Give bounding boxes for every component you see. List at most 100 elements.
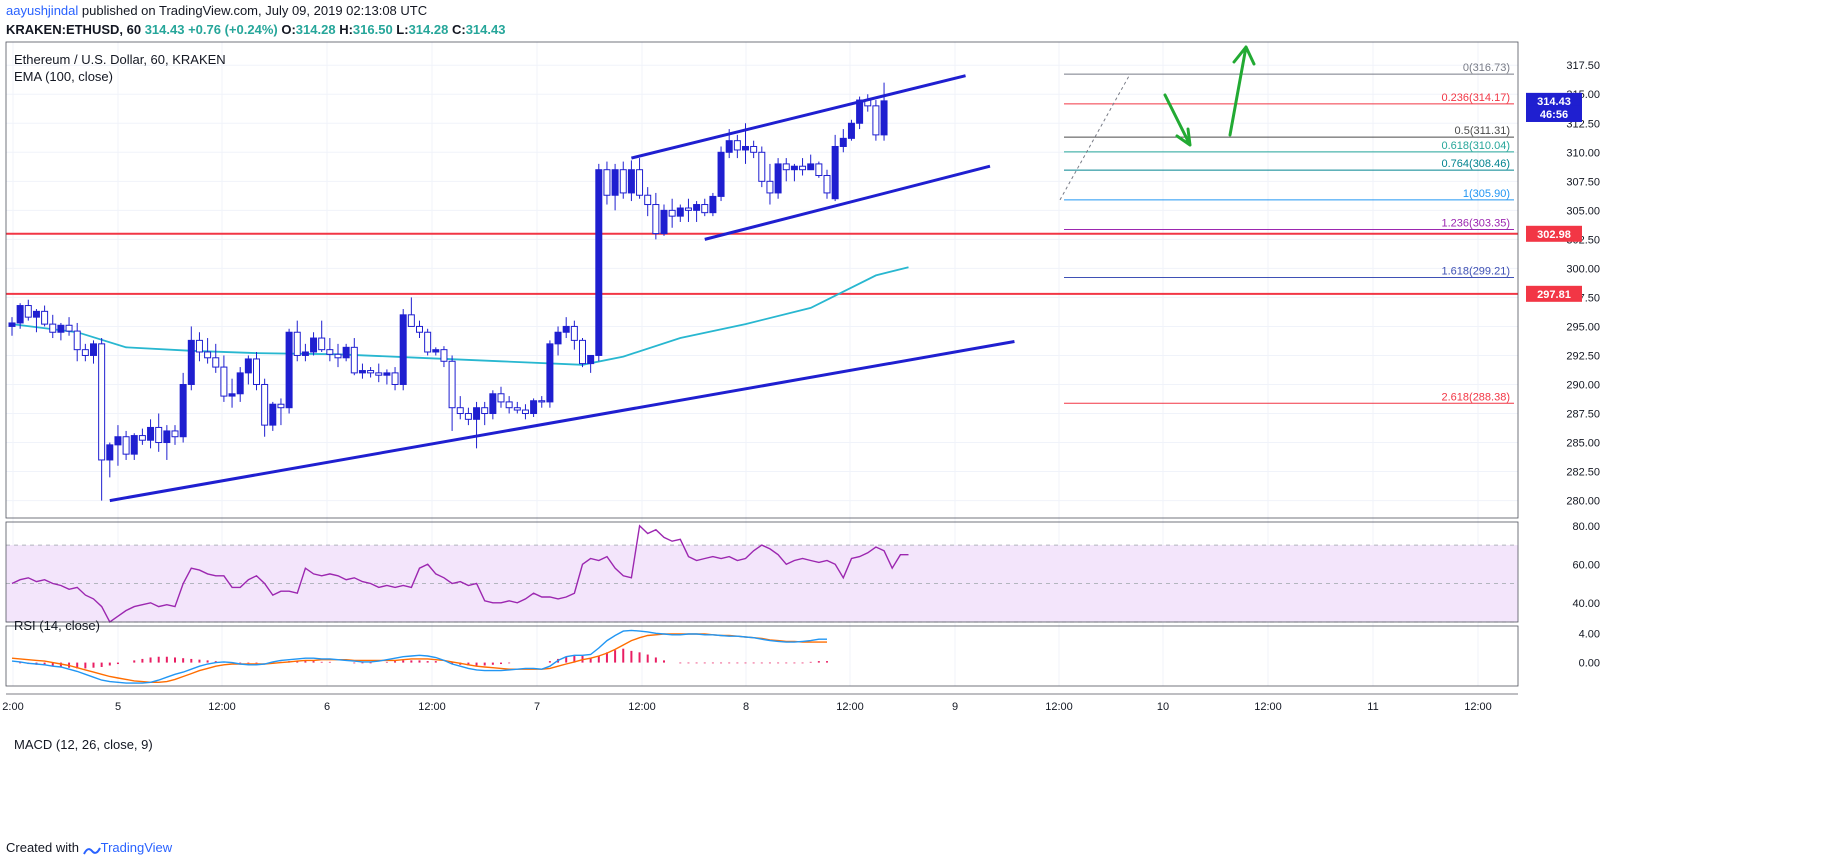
candle-body [130,435,138,455]
candle-body [350,346,358,374]
candle-body [880,100,888,136]
time-tick-label: 12:00 [1254,701,1282,713]
candle-body [799,165,807,171]
time-tick-label: 12:00 [628,701,656,713]
candle-body [212,357,220,368]
candle-body [432,349,440,353]
price-tick-label: 295.00 [1566,321,1600,333]
candle-body [301,351,309,356]
candle-body [122,436,130,455]
candle-body [847,122,855,139]
macd-line [11,629,827,684]
candle-body [839,137,847,147]
price-badge [1526,285,1582,302]
trading-chart[interactable]: 0(316.73) 0.236(314.17) 0.5(311.31) 0.618(3… [0,40,1828,830]
candle-body [269,403,277,426]
price-badge [1526,105,1582,122]
candle-body [611,169,619,196]
candle-body [513,407,521,411]
arrow-up-icon [1228,45,1256,137]
price-tick-label: 282.50 [1566,467,1600,479]
candle-body [41,310,49,325]
price-badge-label: 314.43 [1537,96,1571,108]
trendlines[interactable] [109,74,1015,503]
time-tick-label: 5 [115,701,121,713]
candle-body [562,325,570,333]
candle-body [660,209,668,235]
candle-body [782,163,790,171]
candle-body [98,343,106,461]
time-axis[interactable]: 2:00 5 12:00 6 12:00 7 12:00 8 12:00 9 12:00 10 12:0… [2,701,1491,713]
fib-level-label: 0.618(310.04) [1442,140,1511,152]
candle-body [147,426,155,441]
levels [6,232,1518,295]
candle-body [81,349,89,356]
candle-body [342,346,350,359]
arrow-down-icon [1163,93,1192,147]
last-price: 314.43 [144,22,185,37]
candle-body [195,339,203,353]
candle-body [399,314,407,385]
candle-body [570,325,578,341]
tradingview-logo-icon [82,844,101,855]
candle-body [163,430,171,444]
high-value: 316.50 [352,22,393,37]
candle-body [497,393,505,403]
price-badge [1526,225,1582,242]
candle-body [644,194,652,206]
candle-body [424,331,432,353]
candle-body [815,163,823,177]
candle-body [155,426,163,444]
candle-body [383,372,391,376]
candle-body [587,354,595,365]
rsi-tick-label: 80.00 [1572,521,1600,533]
pane-border [5,41,1519,519]
candle-body [293,331,301,356]
candle-body [416,325,423,333]
time-tick-label: 11 [1367,701,1378,713]
candle-body [668,209,676,217]
candle-body [505,401,513,409]
rsi-legend: RSI (14, close) [14,618,100,633]
price-change: +0.76 (+0.24%) [188,22,278,37]
time-tick-label: 12:00 [1045,701,1073,713]
fib-level-label: 2.618(288.38) [1442,391,1511,403]
tradingview-link[interactable]: TradingView [100,840,173,855]
candle-body [220,366,228,397]
time-tick-label: 12:00 [418,701,446,713]
candle-body [448,360,456,409]
low-value: 314.28 [408,22,449,37]
price-tick-label: 300.00 [1566,263,1600,275]
candle-body [326,349,334,355]
trendline [109,340,1015,503]
open-label: O: [281,22,296,37]
created-with: Created with [6,840,79,855]
candle-body [236,372,244,395]
candle-body [473,407,481,420]
price-tick-label: 280.00 [1566,496,1600,508]
fibonacci-retracement[interactable]: 0(316.73) 0.236(314.17) 0.5(311.31) 0.618(3… [1059,62,1514,404]
time-tick-label: 12:00 [836,701,864,713]
arrows[interactable] [1163,45,1256,147]
close-value: 314.43 [465,22,506,37]
candle-body [774,163,782,194]
ema-legend: EMA (100, close) [14,69,113,84]
candle-body [244,358,252,374]
candle-body [538,400,546,403]
time-tick-label: 7 [534,701,540,713]
author-link[interactable]: aayushjindal [6,3,79,18]
price-axis[interactable]: 317.50315.00312.50310.00307.50305.00302.… [1526,60,1600,670]
time-tick-label: 2:00 [2,701,23,713]
chart-background [0,40,1828,830]
candle-body [619,169,627,194]
candle-body [310,337,318,353]
publish-info: aayushjindal published on TradingView.co… [6,3,427,18]
time-tick-label: 10 [1157,701,1169,713]
time-tick-label: 12:00 [1464,701,1492,713]
price-tick-label: 292.50 [1566,350,1600,362]
candle-body [187,339,195,385]
candle-body [228,393,236,397]
candle-body [701,204,709,214]
candle-body [32,310,40,318]
price-badge-label: 297.81 [1537,289,1571,301]
